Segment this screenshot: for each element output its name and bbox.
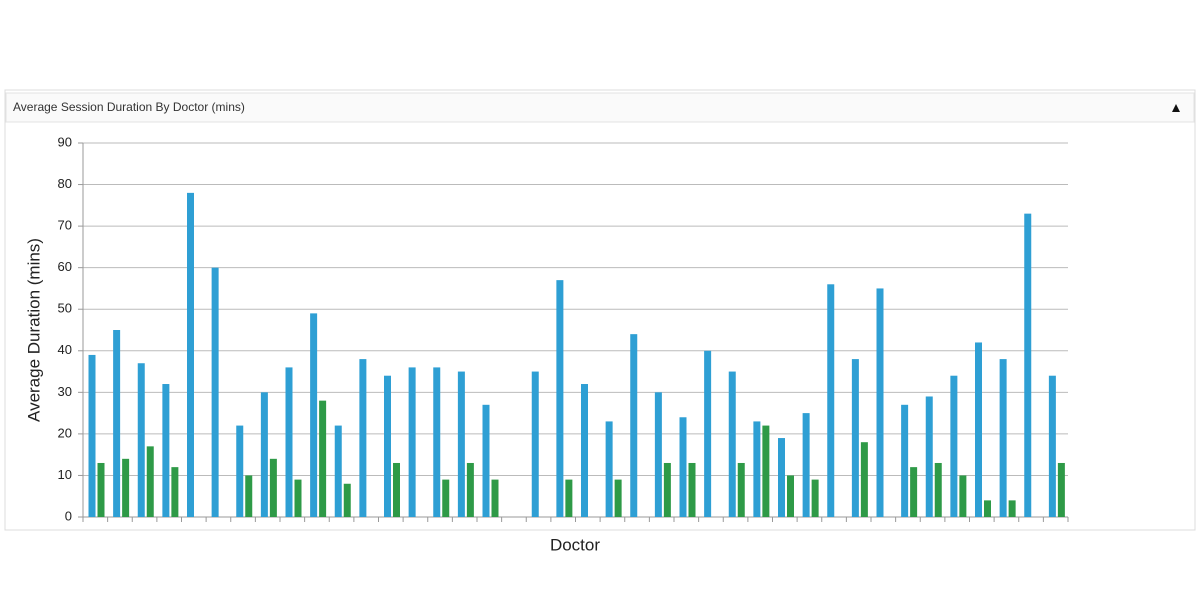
bar: [925, 396, 933, 517]
y-tick-label: 50: [58, 301, 72, 316]
bar: [137, 363, 145, 517]
bar: [408, 367, 416, 517]
bar: [319, 400, 327, 517]
y-tick-label: 20: [58, 425, 72, 440]
bar: [811, 479, 819, 517]
bar: [876, 288, 884, 517]
bar: [1057, 462, 1065, 517]
bar: [88, 354, 96, 517]
bar: [565, 479, 573, 517]
bar: [679, 417, 687, 517]
bar: [245, 475, 253, 517]
bar: [1008, 500, 1016, 517]
y-tick-label: 10: [58, 467, 72, 482]
y-tick-label: 70: [58, 218, 72, 233]
bar: [285, 367, 293, 517]
bar: [457, 371, 465, 517]
bar: [310, 313, 318, 517]
bar: [384, 375, 391, 517]
bar: [466, 462, 474, 517]
bar: [787, 475, 794, 517]
bar: [959, 475, 967, 517]
bar: [827, 284, 835, 517]
bar: [1048, 375, 1056, 517]
panel-header[interactable]: [5, 92, 1195, 123]
bar: [1024, 213, 1032, 517]
bar: [851, 359, 859, 517]
bar: [531, 371, 539, 517]
y-tick-label: 90: [58, 134, 72, 149]
y-tick-label: 40: [58, 342, 72, 357]
bar: [910, 467, 918, 517]
bar: [581, 384, 588, 517]
bar: [778, 438, 785, 517]
bar: [211, 267, 219, 517]
bar: [728, 371, 736, 517]
y-tick-label: 0: [65, 508, 72, 523]
y-tick-label: 80: [58, 176, 72, 191]
bar: [984, 500, 991, 517]
bar: [753, 421, 761, 517]
bar: [975, 342, 982, 517]
bar: [762, 425, 770, 517]
bar: [630, 334, 638, 517]
bar: [663, 462, 671, 517]
panel-title: Average Session Duration By Doctor (mins…: [13, 100, 245, 114]
bar: [334, 425, 342, 517]
bar: [737, 462, 745, 517]
bar: [113, 330, 121, 517]
bar: [162, 384, 170, 517]
bar: [433, 367, 441, 517]
bar: [171, 467, 179, 517]
bar: [491, 479, 499, 517]
bar: [950, 375, 958, 517]
bar: [999, 359, 1007, 517]
bar: [442, 479, 450, 517]
bar: [343, 483, 351, 517]
x-axis-title: Doctor: [550, 535, 600, 554]
bar: [146, 446, 154, 517]
bar: [269, 458, 277, 517]
bar: [605, 421, 613, 517]
bar: [260, 392, 268, 517]
bar: [901, 404, 909, 517]
panel-border: [4, 89, 1196, 531]
bar: [97, 462, 105, 517]
bar: [688, 462, 696, 517]
bar: [187, 192, 194, 517]
bar: [704, 350, 712, 517]
y-tick-label: 60: [58, 259, 72, 274]
bar: [802, 413, 810, 517]
bar: [236, 425, 244, 517]
bar: [294, 479, 302, 517]
y-tick-label: 30: [58, 384, 72, 399]
bar: [860, 442, 868, 517]
bar: [556, 280, 564, 517]
bar: [654, 392, 662, 517]
bar: [122, 458, 130, 517]
collapse-icon[interactable]: [1172, 104, 1180, 112]
bar: [359, 359, 367, 517]
bar: [393, 462, 400, 517]
y-axis-title: Average Duration (mins): [24, 238, 43, 422]
bar: [482, 404, 490, 517]
bar: [934, 462, 942, 517]
bar: [614, 479, 622, 517]
